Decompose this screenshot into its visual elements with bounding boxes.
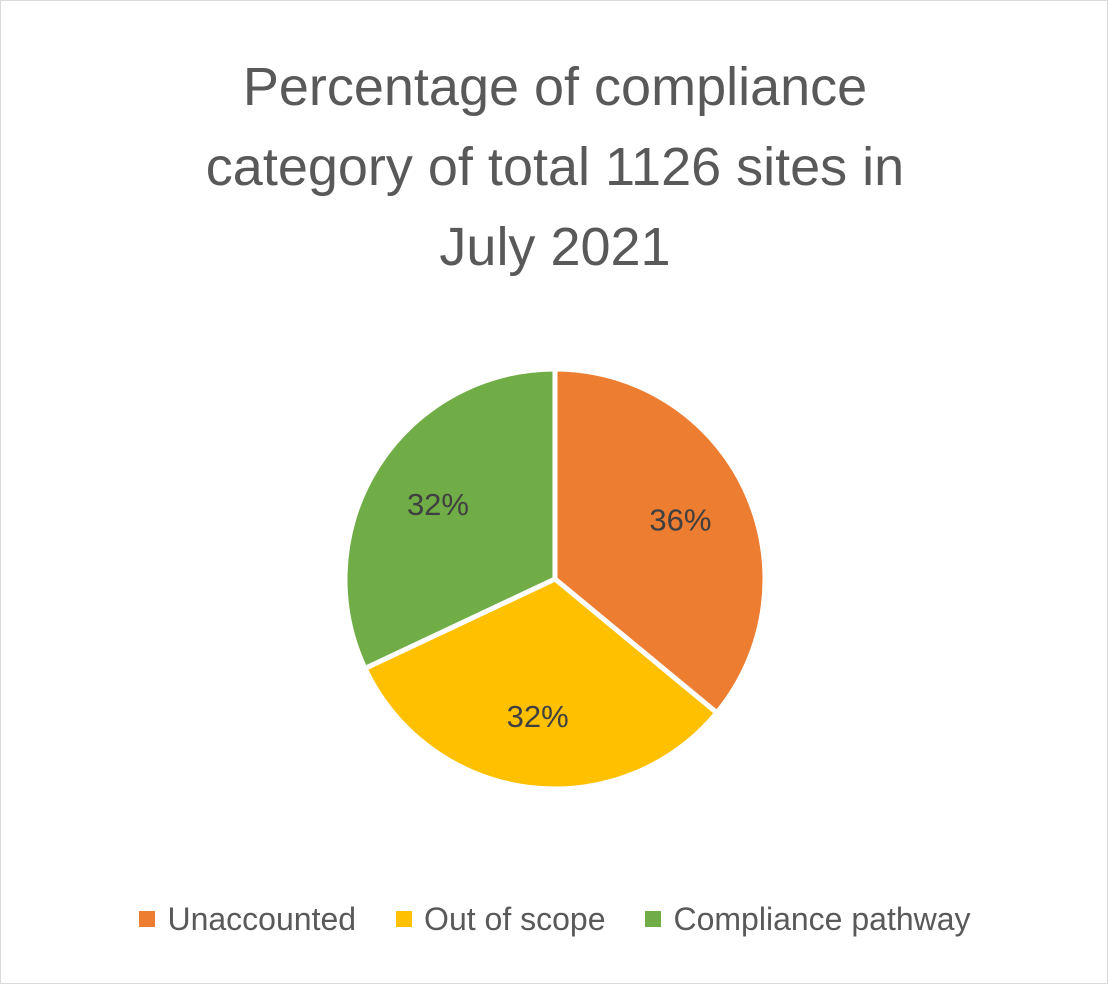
pie-slice-unaccounted [552,366,768,716]
pie-slice-out-of-scope [362,576,720,792]
legend-item-out-of-scope: Out of scope [396,901,605,938]
legend-label-compliance-pathway: Compliance pathway [673,900,971,937]
chart-title-line-2: category of total 1126 sites in [205,137,905,197]
chart-title-line-3: July 2021 [439,217,671,277]
chart-title: Percentage of compliance category of tot… [1,47,1108,287]
legend-swatch-compliance-pathway [645,911,662,927]
data-label-compliance-pathway: 32% [407,487,469,522]
chart-title-line-1: Percentage of compliance [242,57,868,117]
legend-item-unaccounted: Unaccounted [139,901,356,938]
legend-label-out-of-scope: Out of scope [424,900,606,937]
pie-slice-compliance-pathway [342,366,558,671]
legend-item-compliance-pathway: Compliance pathway [645,900,971,938]
legend: Unaccounted Out of scope Compliance path… [1,894,1108,944]
data-label-unaccounted: 36% [649,502,711,537]
legend-swatch-out-of-scope [396,911,413,927]
legend-label-unaccounted: Unaccounted [167,900,357,937]
data-label-out-of-scope: 32% [507,699,569,734]
legend-swatch-unaccounted [139,911,156,927]
